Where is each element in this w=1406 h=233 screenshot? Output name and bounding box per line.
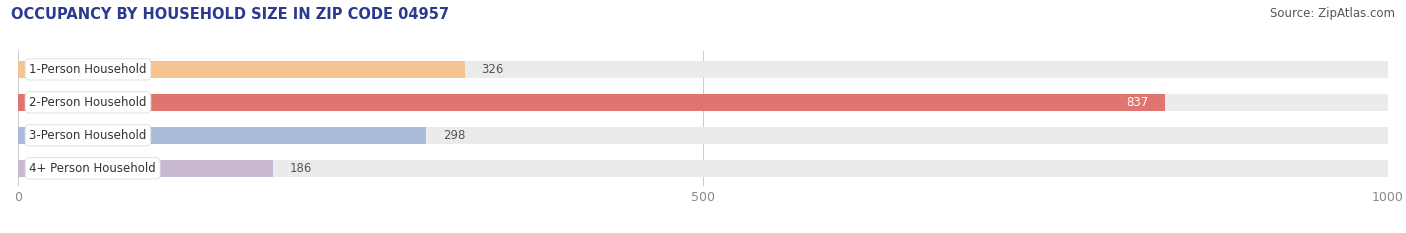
Bar (18, 160, 1388, 177)
Bar (18, 94, 1388, 111)
Text: Source: ZipAtlas.com: Source: ZipAtlas.com (1270, 7, 1395, 20)
Text: 4+ Person Household: 4+ Person Household (30, 162, 156, 175)
Text: 2-Person Household: 2-Person Household (30, 96, 146, 109)
Text: 298: 298 (443, 129, 465, 142)
Text: 186: 186 (290, 162, 312, 175)
Text: OCCUPANCY BY HOUSEHOLD SIZE IN ZIP CODE 04957: OCCUPANCY BY HOUSEHOLD SIZE IN ZIP CODE … (11, 7, 450, 22)
Bar (18, 160, 273, 177)
Bar (18, 94, 1164, 111)
Bar (18, 61, 465, 78)
Bar (18, 61, 1388, 78)
Text: 326: 326 (481, 63, 503, 76)
Bar (18, 127, 426, 144)
Text: 3-Person Household: 3-Person Household (30, 129, 146, 142)
Text: 1-Person Household: 1-Person Household (30, 63, 146, 76)
Bar (18, 127, 1388, 144)
Text: 837: 837 (1126, 96, 1149, 109)
